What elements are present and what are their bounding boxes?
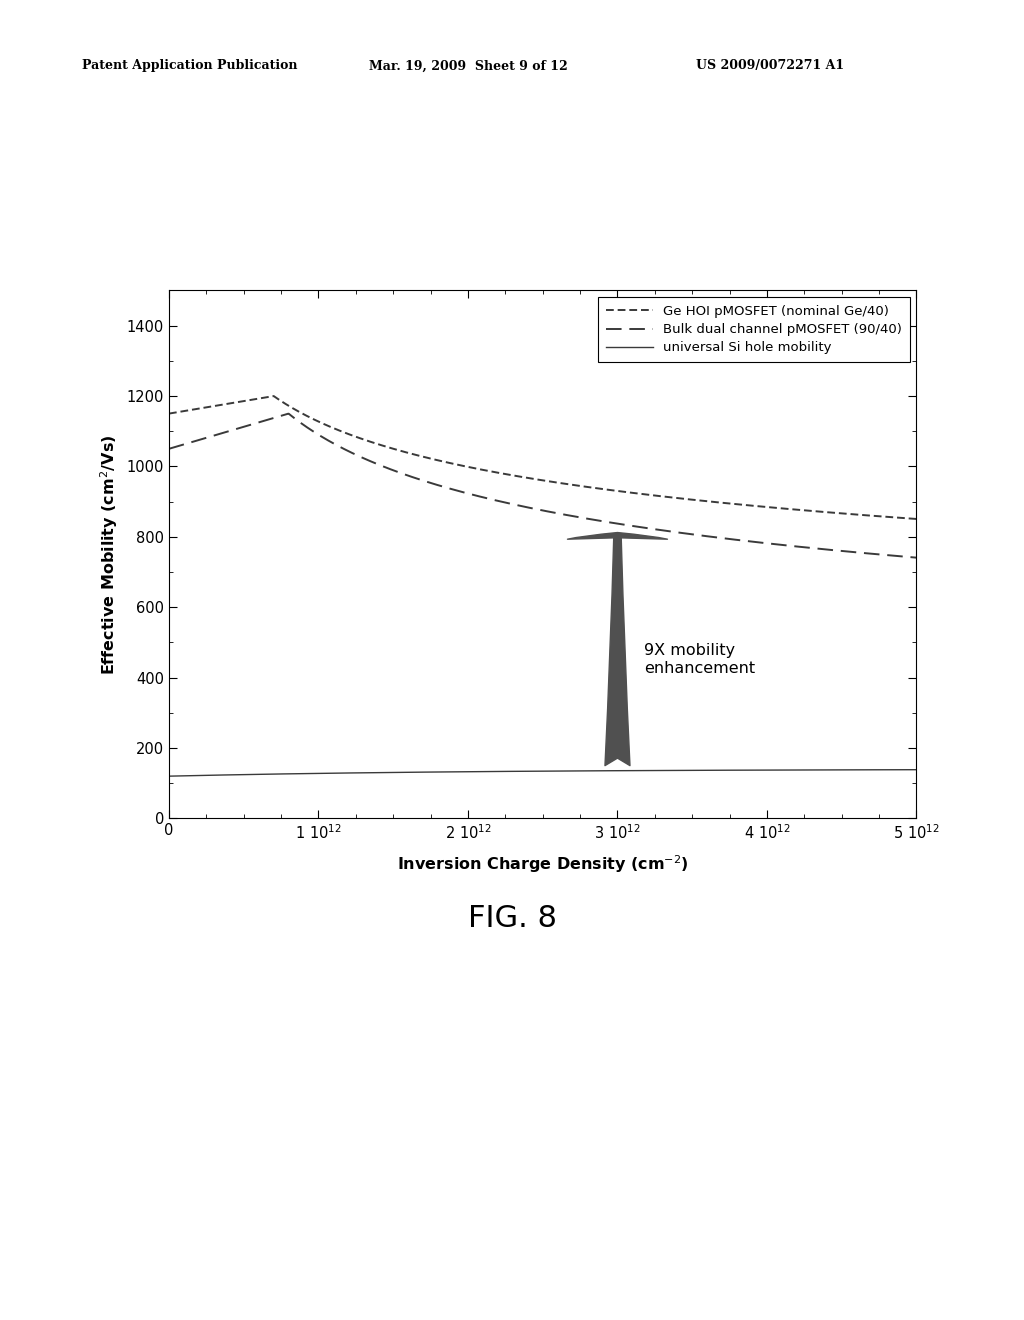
universal Si hole mobility	[910, 762, 923, 777]
Bulk dual channel pMOSFET (90/40)	[760, 536, 772, 552]
Text: Patent Application Publication: Patent Application Publication	[82, 59, 297, 73]
Line: Bulk dual channel pMOSFET (90/40): Bulk dual channel pMOSFET (90/40)	[169, 413, 916, 557]
universal Si hole mobility	[745, 762, 758, 777]
Line: universal Si hole mobility: universal Si hole mobility	[169, 770, 916, 776]
Ge HOI pMOSFET (nominal Ge/40)	[910, 511, 923, 527]
Ge HOI pMOSFET (nominal Ge/40)	[493, 465, 505, 480]
Bulk dual channel pMOSFET (90/40)	[466, 487, 478, 503]
Ge HOI pMOSFET (nominal Ge/40)	[466, 459, 478, 475]
Ge HOI pMOSFET (nominal Ge/40)	[163, 405, 175, 421]
Bulk dual channel pMOSFET (90/40)	[240, 418, 252, 434]
Bulk dual channel pMOSFET (90/40)	[677, 525, 689, 541]
Ge HOI pMOSFET (nominal Ge/40)	[760, 499, 772, 515]
universal Si hole mobility	[759, 762, 771, 777]
Text: US 2009/0072271 A1: US 2009/0072271 A1	[696, 59, 845, 73]
Ge HOI pMOSFET (nominal Ge/40)	[677, 491, 689, 507]
Ge HOI pMOSFET (nominal Ge/40)	[240, 393, 252, 409]
Ge HOI pMOSFET (nominal Ge/40)	[267, 388, 280, 404]
Y-axis label: Effective Mobility (cm$^2$/Vs): Effective Mobility (cm$^2$/Vs)	[98, 434, 120, 675]
universal Si hole mobility	[163, 768, 175, 784]
universal Si hole mobility	[676, 763, 688, 779]
universal Si hole mobility	[240, 767, 252, 783]
Text: FIG. 8: FIG. 8	[468, 904, 556, 933]
Bulk dual channel pMOSFET (90/40)	[910, 549, 923, 565]
universal Si hole mobility	[493, 763, 505, 779]
universal Si hole mobility	[465, 764, 477, 780]
Line: Ge HOI pMOSFET (nominal Ge/40): Ge HOI pMOSFET (nominal Ge/40)	[169, 396, 916, 519]
Text: Mar. 19, 2009  Sheet 9 of 12: Mar. 19, 2009 Sheet 9 of 12	[369, 59, 567, 73]
Ge HOI pMOSFET (nominal Ge/40)	[746, 498, 759, 513]
Bulk dual channel pMOSFET (90/40)	[283, 405, 295, 421]
Bulk dual channel pMOSFET (90/40)	[746, 533, 759, 549]
Text: 9X mobility
enhancement: 9X mobility enhancement	[644, 643, 756, 676]
X-axis label: Inversion Charge Density (cm$^{-2}$): Inversion Charge Density (cm$^{-2}$)	[397, 853, 688, 875]
Bulk dual channel pMOSFET (90/40)	[493, 494, 505, 510]
Bulk dual channel pMOSFET (90/40)	[163, 441, 175, 457]
Legend: Ge HOI pMOSFET (nominal Ge/40), Bulk dual channel pMOSFET (90/40), universal Si : Ge HOI pMOSFET (nominal Ge/40), Bulk dua…	[598, 297, 910, 363]
